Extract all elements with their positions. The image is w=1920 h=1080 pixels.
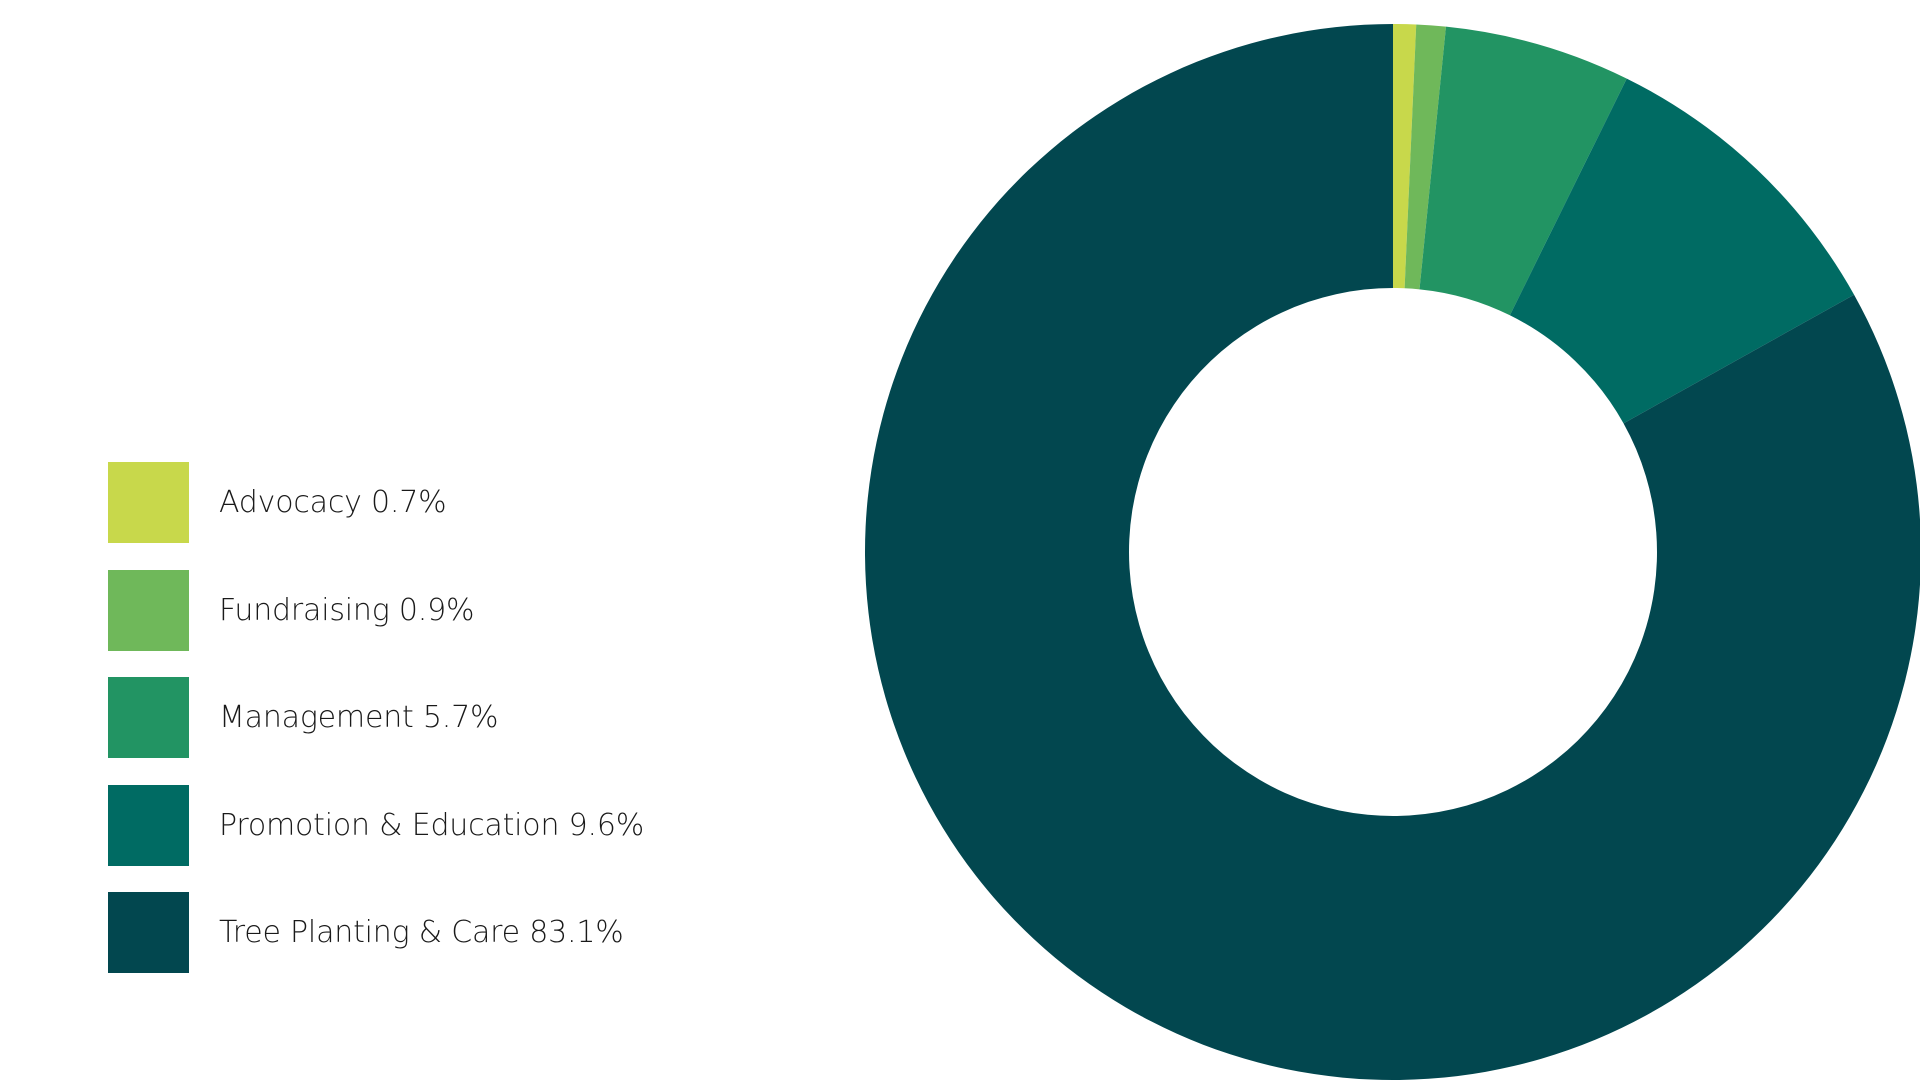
legend-item-tree-planting-care: Tree Planting & Care 83.1% — [108, 892, 728, 973]
legend-swatch-promotion-education — [108, 784, 189, 866]
legend-item-fundraising: Fundraising 0.9% — [108, 569, 728, 651]
legend-swatch-advocacy — [108, 462, 189, 543]
legend-item-promotion-education: Promotion & Education 9.6% — [108, 784, 728, 866]
legend-label-fundraising: Fundraising 0.9% — [219, 592, 475, 628]
legend-label-management: Management 5.7% — [219, 700, 499, 735]
legend-label-advocacy: Advocacy 0.7% — [219, 485, 447, 520]
legend-swatch-management — [108, 677, 189, 758]
legend-item-advocacy: Advocacy 0.7% — [108, 462, 728, 543]
legend-label-promotion-education: Promotion & Education 9.6% — [219, 807, 645, 843]
donut-slice-promotion-education — [1509, 78, 1855, 424]
legend-item-management: Management 5.7% — [108, 677, 728, 758]
legend-label-tree-planting-care: Tree Planting & Care 83.1% — [219, 915, 624, 950]
legend-swatch-tree-planting-care — [108, 892, 189, 973]
donut-slice-advocacy — [1393, 24, 1417, 289]
donut-slice-fundraising — [1404, 24, 1446, 290]
donut-slice-tree-planting-care — [865, 24, 1920, 1080]
donut-slice-management — [1419, 26, 1627, 316]
chart-legend: Advocacy 0.7% Fundraising 0.9% Managemen… — [108, 462, 728, 1000]
legend-swatch-fundraising — [108, 569, 189, 651]
